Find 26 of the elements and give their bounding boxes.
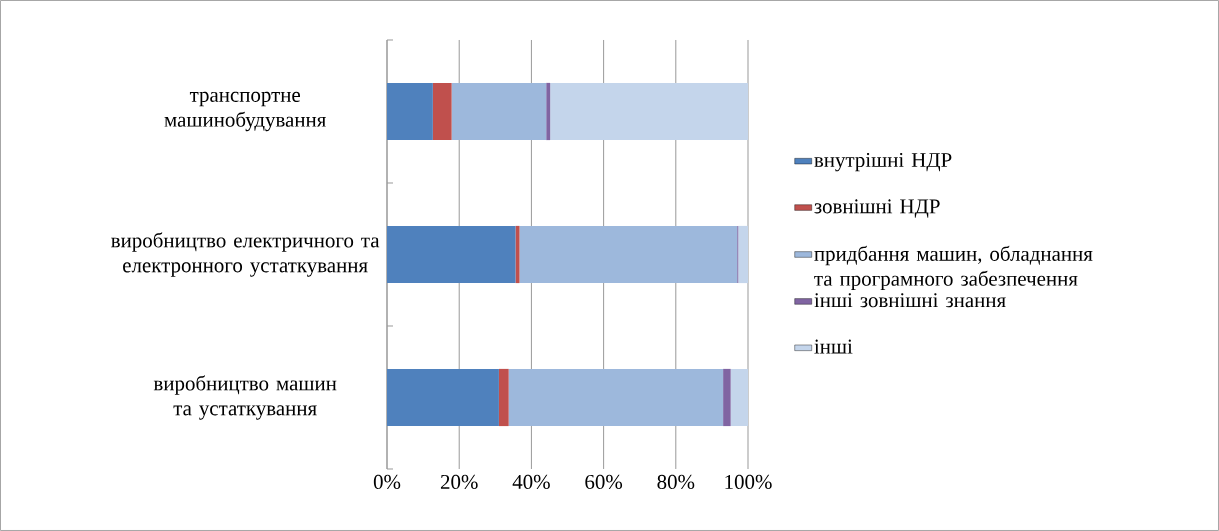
bar bbox=[432, 82, 452, 141]
y-tick-label: транспортне машинобудування bbox=[164, 91, 326, 132]
bar bbox=[498, 368, 509, 427]
x-tick-label: 0% bbox=[373, 474, 401, 490]
bar bbox=[387, 82, 433, 141]
bar bbox=[451, 82, 547, 141]
x-tick-label: 80% bbox=[657, 474, 695, 490]
bar bbox=[550, 82, 749, 141]
bar bbox=[546, 82, 551, 141]
bar bbox=[519, 225, 738, 284]
legend-label: інші bbox=[814, 339, 853, 354]
legend-label: інші зовнішні знання bbox=[814, 293, 1006, 308]
bar bbox=[508, 368, 724, 427]
bar bbox=[730, 368, 749, 427]
x-tick-label: 100% bbox=[725, 474, 772, 490]
bar bbox=[723, 368, 731, 427]
y-tick-label: виробництво машин та устаткування bbox=[153, 375, 337, 420]
y-tick-label: виробництво електричного та електронного устаткування bbox=[111, 232, 380, 277]
bar bbox=[387, 368, 499, 427]
legend-label: зовнішні НДР bbox=[814, 199, 940, 218]
x-tick-label: 40% bbox=[512, 474, 550, 490]
x-tick-label: 60% bbox=[585, 474, 623, 490]
x-tick-label: 20% bbox=[440, 474, 478, 490]
bar bbox=[387, 225, 516, 284]
legend-label: внутрішні НДР bbox=[814, 152, 952, 172]
bar bbox=[738, 225, 749, 284]
